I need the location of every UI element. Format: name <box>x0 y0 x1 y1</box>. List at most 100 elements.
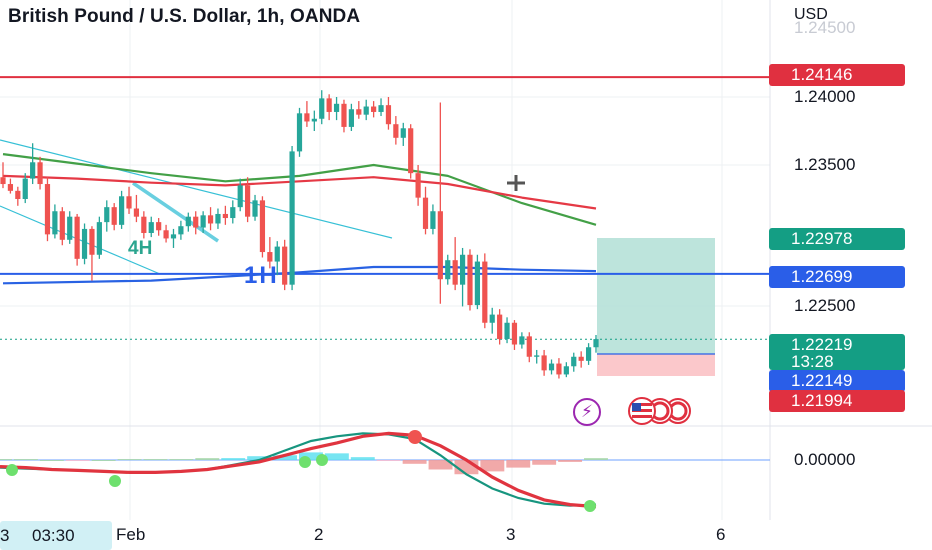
candle[interactable] <box>148 216 154 238</box>
candle[interactable] <box>497 309 503 345</box>
candle[interactable] <box>274 241 280 276</box>
candle[interactable] <box>59 207 65 246</box>
candle[interactable] <box>37 156 43 190</box>
candle[interactable] <box>393 116 399 145</box>
candle[interactable] <box>185 212 191 232</box>
crosshair-marker[interactable] <box>507 175 525 191</box>
support-price-label[interactable]: 1.22699 <box>769 266 905 288</box>
candle[interactable] <box>400 122 406 146</box>
candle[interactable] <box>141 211 147 239</box>
channel-lower-line[interactable] <box>0 205 161 275</box>
candle[interactable] <box>422 186 429 235</box>
candle[interactable] <box>563 362 569 378</box>
candle[interactable] <box>156 218 162 236</box>
stop-zone[interactable] <box>597 354 715 376</box>
candle[interactable] <box>578 351 584 368</box>
candle[interactable] <box>207 207 214 231</box>
candle[interactable] <box>326 94 332 121</box>
candle[interactable] <box>474 254 480 310</box>
current-price-label[interactable]: 1.22219 13:28 <box>769 334 905 370</box>
candle[interactable] <box>526 332 532 363</box>
candle[interactable] <box>371 101 377 118</box>
candle[interactable] <box>230 200 236 224</box>
candle[interactable] <box>348 103 354 131</box>
us-flag-icon[interactable] <box>628 397 692 430</box>
candle[interactable] <box>119 190 125 229</box>
candle[interactable] <box>133 194 140 223</box>
candle[interactable] <box>245 177 251 223</box>
target-price-label[interactable]: 1.22978 <box>769 228 905 250</box>
channel-upper-line[interactable] <box>0 139 393 239</box>
candle[interactable] <box>363 99 369 121</box>
candle[interactable] <box>548 359 555 375</box>
candle[interactable] <box>385 97 392 130</box>
candle[interactable] <box>289 145 295 291</box>
candle[interactable] <box>52 204 58 239</box>
candle[interactable] <box>163 224 169 243</box>
resistance-price-label[interactable]: 1.24146 <box>769 64 905 86</box>
candle[interactable] <box>170 228 177 248</box>
candle[interactable] <box>467 249 473 311</box>
candle[interactable] <box>593 335 599 353</box>
candle[interactable] <box>67 211 73 244</box>
target-zone[interactable] <box>597 238 715 354</box>
candle[interactable] <box>237 178 243 212</box>
candle[interactable] <box>215 208 221 229</box>
candle[interactable] <box>541 349 547 376</box>
candle[interactable] <box>282 239 288 291</box>
candle[interactable] <box>482 253 488 329</box>
candle[interactable] <box>511 320 518 350</box>
candle[interactable] <box>267 237 273 269</box>
candle[interactable] <box>445 254 451 285</box>
candle[interactable] <box>452 237 458 291</box>
long-position-tool[interactable] <box>597 238 715 376</box>
candle[interactable] <box>437 102 443 304</box>
candle[interactable] <box>585 343 592 365</box>
entry-price-label[interactable]: 1.22149 <box>769 370 905 392</box>
4h-trendline[interactable] <box>132 181 219 243</box>
candle[interactable] <box>556 358 562 379</box>
candle[interactable] <box>7 178 14 194</box>
candle[interactable] <box>304 101 310 127</box>
candle[interactable] <box>0 162 6 189</box>
candle[interactable] <box>571 352 577 372</box>
candle[interactable] <box>534 349 540 364</box>
candle[interactable] <box>89 226 95 281</box>
candle[interactable] <box>193 211 199 235</box>
candle[interactable] <box>415 165 421 206</box>
candle[interactable] <box>30 143 36 185</box>
candlesticks[interactable] <box>0 90 599 379</box>
stop-price-label[interactable]: 1.21994 <box>769 390 905 412</box>
candle[interactable] <box>408 124 414 179</box>
horizontal-levels[interactable] <box>0 76 770 340</box>
trendlines[interactable] <box>0 139 393 275</box>
candle[interactable] <box>252 194 258 221</box>
candle[interactable] <box>378 98 384 117</box>
candle[interactable] <box>22 173 28 204</box>
candle[interactable] <box>341 99 347 133</box>
candle[interactable] <box>104 200 110 232</box>
candle[interactable] <box>519 332 525 349</box>
candle[interactable] <box>15 186 21 206</box>
candle[interactable] <box>111 203 117 231</box>
candle[interactable] <box>504 317 510 344</box>
candle[interactable] <box>296 107 303 157</box>
candle[interactable] <box>74 213 80 266</box>
candle[interactable] <box>356 101 362 119</box>
candle[interactable] <box>319 90 325 125</box>
lightning-icon[interactable]: ⚡ <box>573 398 601 426</box>
candle[interactable] <box>489 307 495 334</box>
candle[interactable] <box>333 97 340 121</box>
candle[interactable] <box>44 177 51 242</box>
candle[interactable] <box>126 186 132 214</box>
candle[interactable] <box>96 216 102 259</box>
candle[interactable] <box>178 220 184 240</box>
candle[interactable] <box>259 196 266 258</box>
candle[interactable] <box>430 204 436 235</box>
candle[interactable] <box>459 247 466 307</box>
candle[interactable] <box>222 205 228 225</box>
candle[interactable] <box>200 211 206 233</box>
candle[interactable] <box>81 223 88 265</box>
candle[interactable] <box>311 110 317 131</box>
